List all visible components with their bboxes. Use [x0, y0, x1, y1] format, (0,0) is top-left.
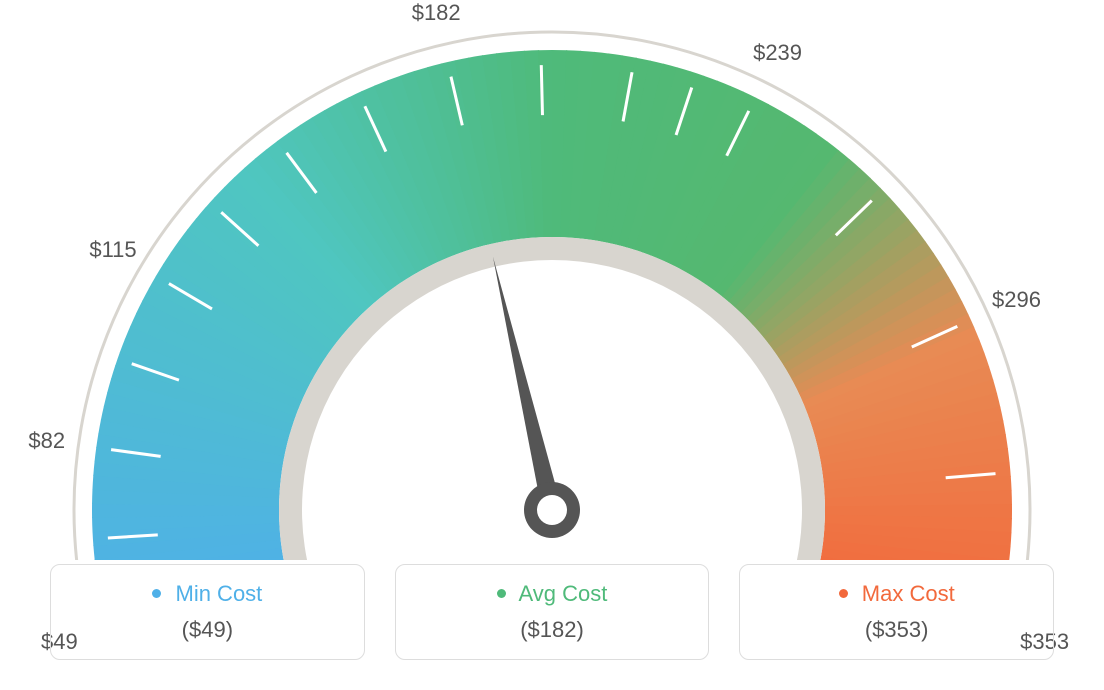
legend-dot-max [839, 589, 848, 598]
legend-title-avg: Avg Cost [406, 581, 699, 607]
gauge-chart: $49$82$115$182$239$296$353 [0, 0, 1104, 560]
legend-title-min: Min Cost [61, 581, 354, 607]
legend-card-min: Min Cost ($49) [50, 564, 365, 660]
legend-card-max: Max Cost ($353) [739, 564, 1054, 660]
legend-title-max: Max Cost [750, 581, 1043, 607]
gauge-svg [0, 0, 1104, 560]
legend-title-avg-text: Avg Cost [519, 581, 608, 606]
legend-row: Min Cost ($49) Avg Cost ($182) Max Cost … [50, 564, 1054, 660]
gauge-tick-label: $239 [753, 40, 802, 66]
legend-value-avg: ($182) [406, 617, 699, 643]
legend-title-max-text: Max Cost [862, 581, 955, 606]
gauge-tick-label: $82 [28, 428, 65, 454]
legend-card-avg: Avg Cost ($182) [395, 564, 710, 660]
legend-value-min: ($49) [61, 617, 354, 643]
gauge-tick-label: $115 [89, 237, 136, 263]
legend-value-max: ($353) [750, 617, 1043, 643]
chart-container: $49$82$115$182$239$296$353 Min Cost ($49… [0, 0, 1104, 690]
gauge-tick-label: $182 [412, 0, 461, 26]
legend-title-min-text: Min Cost [176, 581, 263, 606]
legend-dot-avg [497, 589, 506, 598]
gauge-tick-label: $296 [992, 287, 1041, 313]
legend-dot-min [152, 589, 161, 598]
